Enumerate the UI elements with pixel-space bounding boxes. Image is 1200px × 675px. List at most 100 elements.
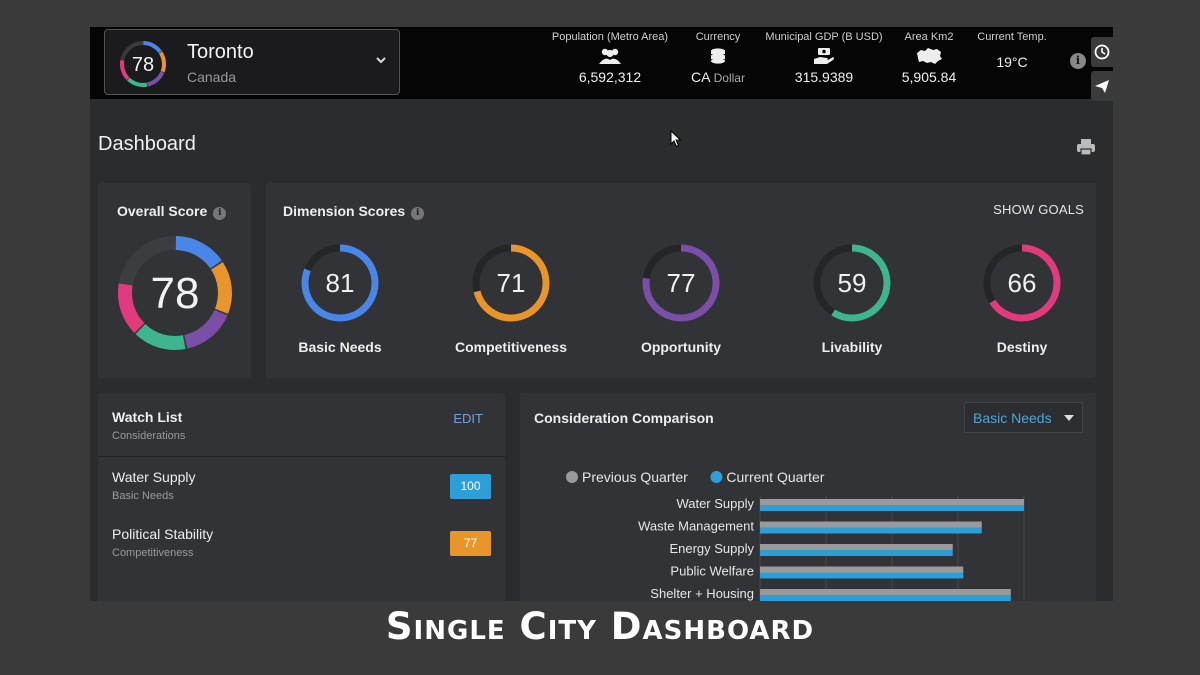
dimension-opportunity[interactable]: 77 Opportunity — [601, 241, 761, 355]
top-bar: 78 Toronto Canada Population (Metro Area… — [90, 27, 1113, 101]
overall-score-value: 78 — [151, 269, 200, 318]
bar-previous — [760, 544, 953, 550]
page-title: Dashboard — [98, 133, 196, 155]
dimension-score: 66 — [1008, 268, 1037, 298]
money-hand-icon — [762, 45, 886, 67]
caption-title: Single City Dashboard — [385, 605, 815, 648]
watch-list-item[interactable]: Political Stability Competitiveness 77 — [98, 514, 505, 570]
coins-icon — [680, 45, 756, 67]
stat-value: 5,905.84 — [901, 69, 957, 85]
legend-marker — [710, 471, 723, 483]
dimension-dropdown[interactable]: Basic Needs — [964, 402, 1083, 433]
bar-current — [760, 550, 953, 556]
legend-marker — [566, 471, 578, 483]
gauge-segment — [127, 77, 148, 87]
dimension-livability[interactable]: 59 Livability — [772, 241, 932, 355]
dimension-competitiveness[interactable]: 71 Competitiveness — [431, 241, 591, 355]
dimension-gauge-arc — [813, 244, 891, 322]
stat-label: Current Temp. — [977, 31, 1047, 43]
gauge-segment — [184, 309, 228, 349]
bar-previous — [760, 589, 1011, 595]
show-goals-button[interactable]: SHOW GOALS — [993, 202, 1084, 217]
watch-list-subtitle: Considerations — [112, 430, 186, 442]
watch-item-score-badge: 100 — [450, 474, 491, 499]
stat-value: CA Dollar — [680, 69, 756, 85]
stat-population: Population (Metro Area) 6,592,312 — [542, 31, 678, 85]
caret-down-icon — [1064, 415, 1074, 421]
dimension-gauge: 81 — [301, 244, 379, 322]
map-icon — [890, 45, 968, 67]
dimension-gauge: 71 — [472, 244, 550, 322]
stat-temperature: Current Temp. 19°C — [974, 31, 1050, 70]
dimension-gauge-arc — [642, 244, 720, 322]
dimension-basic-needs[interactable]: 81 Basic Needs — [260, 241, 420, 355]
category-label: Energy Supply — [669, 541, 754, 556]
city-score-gauge: 78 — [120, 41, 166, 87]
dimension-score: 71 — [497, 268, 526, 298]
edit-button[interactable]: EDIT — [453, 411, 483, 426]
watch-list-title: Watch List — [112, 409, 183, 425]
dimension-gauge: 59 — [813, 244, 891, 322]
city-country: Canada — [187, 69, 237, 85]
legend-label: Previous Quarter — [582, 469, 688, 485]
gauge-segment — [135, 323, 186, 350]
stat-label: Area Km2 — [904, 31, 954, 43]
stat-label: Population (Metro Area) — [551, 31, 669, 43]
dimension-scores-title-text: Dimension Scores — [283, 203, 406, 219]
dimension-destiny[interactable]: 66 Destiny — [942, 241, 1102, 355]
watch-item-category: Competitiveness — [112, 547, 194, 559]
legend-label: Current Quarter — [726, 469, 824, 485]
bar-current — [760, 527, 982, 534]
bar-previous — [760, 499, 1024, 505]
gauge-segment — [120, 60, 130, 81]
city-name: Toronto — [187, 41, 254, 63]
gauge-segment — [146, 71, 165, 87]
dimension-score: 77 — [667, 268, 696, 298]
chevron-down-icon[interactable] — [375, 52, 387, 68]
gauge-segment — [143, 41, 162, 54]
dimension-label: Competitiveness — [454, 339, 568, 355]
watch-list-card: Watch List Considerations EDIT Water Sup… — [98, 393, 505, 601]
bar-previous — [760, 566, 964, 573]
consideration-comparison-card: Consideration Comparison Basic Needs Pre… — [520, 393, 1096, 601]
info-icon[interactable]: i — [1070, 53, 1086, 69]
print-icon[interactable] — [1076, 138, 1096, 161]
bar-current — [760, 505, 1024, 511]
stat-label: Municipal GDP (B USD) — [765, 31, 883, 43]
dimension-gauge: 66 — [983, 244, 1061, 322]
stat-value: 19°C — [996, 54, 1028, 70]
bar-current — [760, 595, 1011, 601]
overall-score-card: Overall Score i 78 — [98, 183, 251, 378]
side-toolbar — [1091, 37, 1113, 105]
clock-icon[interactable] — [1091, 37, 1113, 67]
category-label: Shelter + Housing — [650, 586, 754, 601]
stat-value: 6,592,312 — [578, 69, 642, 85]
info-icon[interactable]: i — [411, 207, 425, 220]
divider — [98, 456, 505, 457]
overall-score-gauge: 78 — [118, 236, 232, 350]
dimension-gauge-arc — [472, 244, 550, 322]
info-icon[interactable]: i — [213, 207, 227, 220]
stat-area: Area Km2 5,905.84 — [890, 31, 968, 85]
dimension-gauge-arc — [301, 244, 379, 322]
watch-list-item[interactable]: Water Supply Basic Needs 100 — [98, 457, 505, 513]
currency-name: Dollar — [713, 71, 745, 85]
stat-label: Currency — [695, 31, 741, 43]
city-selector[interactable]: 78 Toronto Canada — [104, 29, 400, 95]
dimension-label: Livability — [821, 339, 883, 355]
bar-previous — [760, 521, 982, 528]
category-label: Waste Management — [638, 519, 754, 534]
comparison-title: Consideration Comparison — [534, 410, 714, 426]
send-icon[interactable] — [1091, 71, 1113, 101]
dimension-label: Destiny — [996, 339, 1048, 355]
dimension-label: Opportunity — [640, 339, 722, 355]
city-score: 78 — [132, 54, 154, 76]
stat-currency: Currency CA Dollar — [680, 31, 756, 85]
overall-score-title: Overall Score i — [117, 203, 227, 220]
category-label: Water Supply — [676, 496, 754, 511]
overall-score-title-text: Overall Score — [117, 203, 208, 219]
people-icon — [542, 45, 678, 67]
watch-item-category: Basic Needs — [112, 490, 174, 502]
dimension-gauge: 77 — [642, 244, 720, 322]
app-window: 78 Toronto Canada Population (Metro Area… — [90, 27, 1113, 601]
